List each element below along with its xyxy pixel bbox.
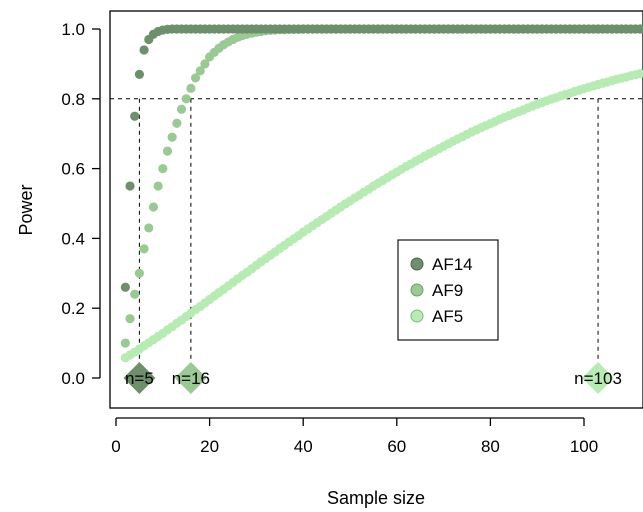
- y-tick-label: 0.8: [61, 90, 85, 109]
- data-point: [120, 338, 130, 348]
- x-ticks: 0 20 40 60 80 100: [111, 418, 598, 456]
- data-point: [125, 314, 135, 324]
- required-n-label-af9: n=16: [172, 369, 210, 388]
- data-point: [635, 24, 643, 34]
- data-point: [176, 104, 187, 114]
- data-point: [167, 132, 177, 142]
- series-af9: [120, 24, 643, 348]
- data-point: [190, 73, 201, 83]
- data-point: [200, 59, 210, 69]
- legend-label-af14: AF14: [432, 255, 473, 274]
- legend-label-af5: AF5: [432, 307, 463, 326]
- data-point: [130, 111, 140, 121]
- legend-label-af9: AF9: [432, 281, 463, 300]
- y-axis-title: Power: [16, 184, 36, 235]
- legend-swatch-af5: [410, 309, 424, 323]
- data-point: [186, 83, 196, 93]
- x-axis-title: Sample size: [327, 488, 425, 508]
- data-point: [162, 146, 173, 156]
- data-point: [148, 202, 159, 212]
- legend-swatch-af14: [410, 257, 424, 271]
- series-af14: [120, 24, 643, 292]
- data-point: [120, 282, 130, 292]
- y-tick-label: 0.2: [61, 299, 85, 318]
- data-point: [125, 181, 135, 191]
- x-tick-label: 20: [200, 437, 219, 456]
- x-tick-label: 100: [570, 437, 598, 456]
- y-tick-label: 0.4: [61, 229, 85, 248]
- series-af5: [120, 69, 643, 363]
- y-tick-label: 0.6: [61, 160, 85, 179]
- data-points: [120, 24, 643, 363]
- y-tick-label: 1.0: [61, 20, 85, 39]
- data-point: [181, 94, 191, 104]
- required-n-marker-af14: [123, 362, 156, 394]
- x-tick-label: 80: [481, 437, 500, 456]
- x-tick-label: 60: [387, 437, 406, 456]
- data-point: [139, 45, 149, 55]
- y-tick-label: 0.0: [61, 369, 85, 388]
- sample-size-markers: n=5 n=16 n=103: [123, 362, 622, 394]
- x-tick-label: 0: [111, 437, 120, 456]
- threshold-guides: [110, 98, 643, 378]
- data-point: [172, 118, 182, 128]
- legend-swatch-af9: [410, 283, 424, 297]
- data-point: [134, 268, 144, 278]
- data-point: [158, 164, 168, 174]
- y-ticks: 0.0 0.2 0.4 0.6 0.8 1.0: [61, 20, 100, 388]
- required-n-marker-af9: [174, 362, 207, 394]
- required-n-label-af5: n=103: [574, 369, 622, 388]
- required-n-marker-af5: [582, 362, 615, 394]
- data-point: [153, 181, 163, 191]
- legend: AF14 AF9 AF5: [397, 239, 499, 341]
- x-tick-label: 40: [294, 437, 313, 456]
- plot-frame: [109, 10, 643, 409]
- required-n-label-af14: n=5: [125, 369, 154, 388]
- data-point: [130, 289, 140, 299]
- data-point: [144, 223, 154, 233]
- data-point: [139, 244, 149, 254]
- data-point: [134, 69, 144, 79]
- axes: 0 20 40 60 80 100 0.0 0.2 0.4 0.6 0.8 1.0 Sample s…: [16, 10, 643, 508]
- data-point: [195, 66, 205, 76]
- data-point: [635, 69, 643, 79]
